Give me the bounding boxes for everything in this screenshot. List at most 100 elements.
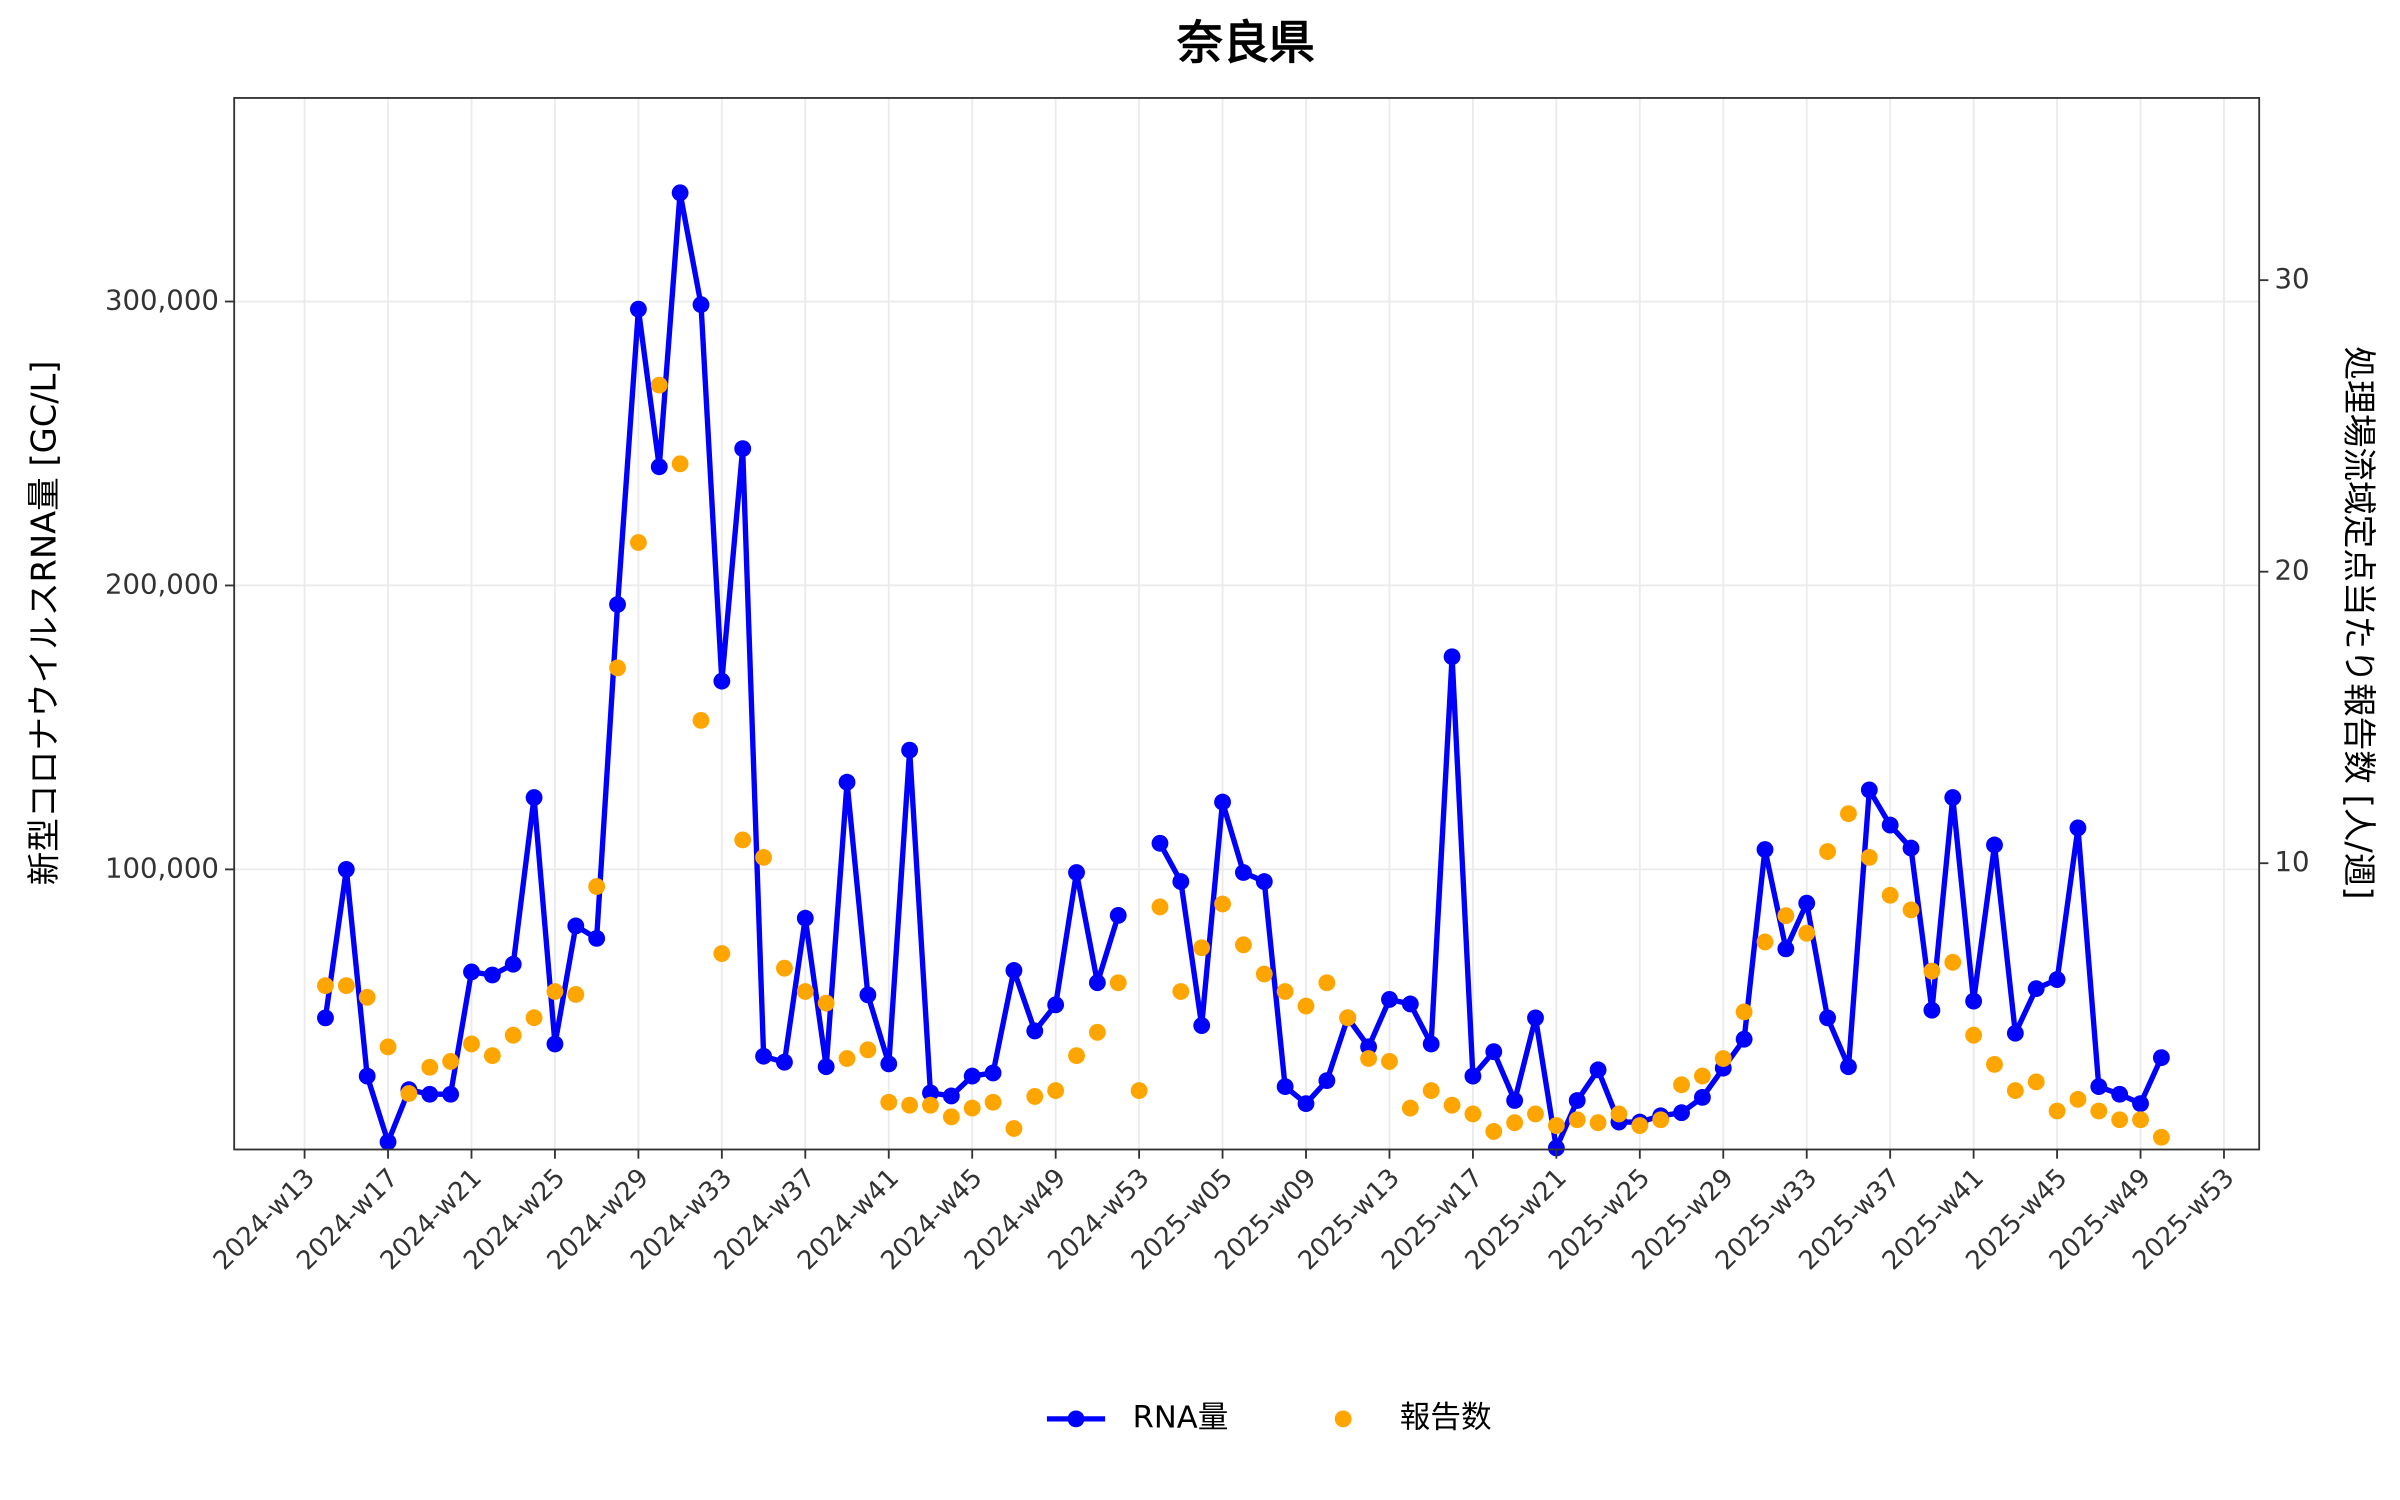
plot-area bbox=[317, 184, 2170, 1157]
data-point bbox=[2152, 1128, 2170, 1146]
data-point bbox=[734, 440, 752, 458]
y-tick-label: 200,000 bbox=[105, 568, 219, 600]
y2-tick-label: 20 bbox=[2274, 555, 2309, 587]
data-point bbox=[463, 1035, 480, 1053]
data-point bbox=[1297, 997, 1315, 1015]
data-point bbox=[2027, 1073, 2045, 1091]
data-point bbox=[1944, 789, 1962, 806]
panel-border bbox=[233, 97, 2261, 1151]
data-point bbox=[629, 300, 647, 318]
data-point bbox=[1401, 995, 1419, 1013]
data-point bbox=[609, 596, 626, 613]
data-point bbox=[1422, 1082, 1440, 1100]
legend-marker bbox=[1067, 1410, 1085, 1428]
data-point bbox=[922, 1084, 939, 1102]
data-point bbox=[2006, 1024, 2024, 1042]
data-point bbox=[1276, 983, 1294, 1000]
data-point bbox=[1944, 953, 1962, 971]
data-point bbox=[1235, 864, 1252, 881]
data-point bbox=[1276, 1078, 1294, 1096]
data-point bbox=[817, 1058, 835, 1076]
data-point bbox=[692, 711, 710, 729]
data-point bbox=[1819, 1009, 1837, 1027]
legend-label: RNA量 bbox=[1133, 1400, 1229, 1435]
data-point bbox=[1005, 962, 1023, 979]
data-point bbox=[1068, 864, 1085, 881]
data-point bbox=[901, 741, 919, 759]
data-point bbox=[1485, 1043, 1503, 1061]
data-point bbox=[400, 1085, 418, 1102]
data-point bbox=[817, 994, 835, 1012]
data-point bbox=[1255, 873, 1273, 891]
data-point bbox=[1026, 1022, 1044, 1040]
data-point bbox=[1798, 894, 1816, 912]
data-point bbox=[1088, 974, 1106, 992]
data-point bbox=[859, 986, 877, 1004]
data-point bbox=[1693, 1088, 1711, 1106]
data-point bbox=[1777, 940, 1795, 958]
data-point bbox=[463, 963, 480, 981]
data-point bbox=[525, 1009, 543, 1027]
data-point bbox=[1547, 1139, 1565, 1157]
data-point bbox=[859, 1041, 877, 1059]
data-point bbox=[1297, 1095, 1315, 1113]
data-point bbox=[2048, 1102, 2066, 1120]
data-point bbox=[2027, 980, 2045, 998]
data-point bbox=[1005, 1120, 1023, 1137]
data-point bbox=[1673, 1076, 1690, 1094]
data-point bbox=[1422, 1035, 1440, 1053]
data-point bbox=[1485, 1122, 1503, 1140]
data-point bbox=[1965, 992, 1983, 1010]
data-point bbox=[1756, 841, 1774, 858]
data-point bbox=[1881, 886, 1899, 904]
data-point bbox=[588, 929, 606, 947]
y2-tick-label: 30 bbox=[2274, 263, 2309, 295]
data-point bbox=[1589, 1114, 1607, 1132]
data-point bbox=[1527, 1009, 1544, 1027]
data-point bbox=[483, 966, 501, 984]
data-point bbox=[942, 1108, 960, 1126]
data-point bbox=[421, 1058, 439, 1076]
data-point bbox=[1652, 1111, 1670, 1129]
data-point bbox=[1214, 793, 1231, 811]
data-point bbox=[1714, 1050, 1732, 1067]
data-point bbox=[734, 831, 752, 849]
data-point bbox=[317, 977, 334, 995]
data-point bbox=[504, 955, 522, 973]
data-point bbox=[755, 848, 772, 866]
data-point bbox=[1318, 1072, 1336, 1090]
data-point bbox=[1193, 1017, 1211, 1034]
data-point bbox=[796, 909, 814, 927]
data-point bbox=[1986, 1055, 2003, 1073]
data-point bbox=[1568, 1111, 1586, 1129]
data-point bbox=[2111, 1085, 2129, 1103]
y-tick-label: 100,000 bbox=[105, 852, 219, 884]
data-point bbox=[984, 1093, 1002, 1111]
data-point bbox=[796, 983, 814, 1000]
data-point bbox=[546, 1035, 564, 1053]
data-point bbox=[379, 1038, 397, 1056]
data-point bbox=[1047, 1082, 1065, 1100]
data-point bbox=[1214, 895, 1231, 913]
data-point bbox=[525, 789, 543, 806]
y-axis-title: 新型コロナウイルスRNA量 [GC/L] bbox=[24, 361, 63, 886]
data-point bbox=[1026, 1088, 1044, 1105]
data-point bbox=[1464, 1067, 1482, 1085]
data-point bbox=[1840, 805, 1857, 823]
data-point bbox=[713, 945, 731, 963]
data-point bbox=[1923, 1001, 1941, 1019]
data-point bbox=[1693, 1067, 1711, 1085]
data-point bbox=[1881, 816, 1899, 834]
data-point bbox=[1568, 1092, 1586, 1109]
data-point bbox=[755, 1047, 772, 1065]
data-point bbox=[1902, 839, 1920, 857]
data-point bbox=[650, 458, 668, 476]
data-point bbox=[776, 1053, 793, 1071]
data-point bbox=[984, 1064, 1002, 1082]
data-point bbox=[692, 296, 710, 314]
data-point bbox=[2111, 1111, 2129, 1129]
data-point bbox=[963, 1067, 981, 1085]
data-point bbox=[1130, 1082, 1148, 1100]
data-point bbox=[2090, 1078, 2108, 1096]
